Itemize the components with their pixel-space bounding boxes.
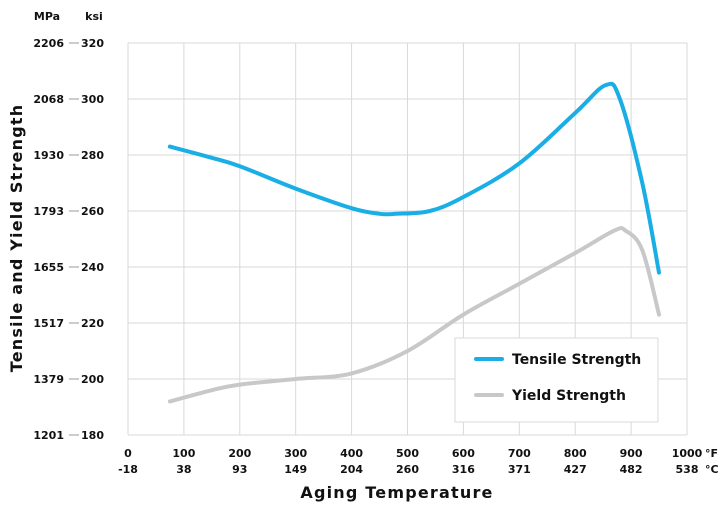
y-tick-label-ksi: 200 xyxy=(81,373,104,386)
x-axis-ticks: 0 -18 100 38 200 93 300 149 400 204 500 260 600 316 70… xyxy=(118,447,703,476)
x-tick-label-c: 38 xyxy=(176,463,191,476)
y-axis-ticks: 180 1201 200 1379 220 1517 240 1655 260 1793 280 19… xyxy=(33,37,104,442)
y-unit-secondary: MPa xyxy=(34,10,60,23)
y-tick-label-mpa: 1793 xyxy=(33,205,64,218)
y-tick-label-ksi: 280 xyxy=(81,149,104,162)
y-tick-label-ksi: 240 xyxy=(81,261,104,274)
x-tick-label-f: 400 xyxy=(340,447,363,460)
x-unit-secondary: °C xyxy=(705,463,719,476)
x-tick-label-f: 100 xyxy=(172,447,195,460)
y-tick-label-ksi: 220 xyxy=(81,317,104,330)
x-tick-label-f: 600 xyxy=(452,447,475,460)
y-tick-label-ksi: 260 xyxy=(81,205,104,218)
x-tick-label-c: 149 xyxy=(284,463,307,476)
x-tick-label-f: 1000 xyxy=(672,447,703,460)
x-tick-label-f: 200 xyxy=(228,447,251,460)
legend-label-tensile: Tensile Strength xyxy=(512,352,641,368)
x-axis-title: Aging Temperature xyxy=(300,483,493,502)
y-tick-label-ksi: 320 xyxy=(81,37,104,50)
x-tick-label-f: 300 xyxy=(284,447,307,460)
grid xyxy=(127,42,688,436)
y-axis-title: Tensile and Yield Strength xyxy=(7,104,26,373)
legend: Tensile Strength Yield Strength xyxy=(454,337,659,423)
x-tick-label-c: 316 xyxy=(452,463,475,476)
series-line-tensile-strength xyxy=(167,81,661,275)
x-tick-label-c: 427 xyxy=(564,463,587,476)
legend-label-yield: Yield Strength xyxy=(511,388,626,404)
legend-box xyxy=(454,337,659,423)
series-line-yield-strength xyxy=(167,225,661,404)
y-tick-label-ksi: 180 xyxy=(81,429,104,442)
x-tick-label-c: 538 xyxy=(676,463,699,476)
y-tick-label-mpa: 2206 xyxy=(33,37,64,50)
x-tick-label-f: 900 xyxy=(620,447,643,460)
x-tick-label-f: 0 xyxy=(124,447,132,460)
y-tick-label-mpa: 1930 xyxy=(33,149,64,162)
x-tick-label-c: 260 xyxy=(396,463,419,476)
x-tick-label-c: 371 xyxy=(508,463,531,476)
y-tick-label-mpa: 2068 xyxy=(33,93,64,106)
x-tick-label-c: 204 xyxy=(340,463,363,476)
y-tick-label-mpa: 1517 xyxy=(33,317,64,330)
x-tick-label-c: 93 xyxy=(232,463,247,476)
y-tick-label-ksi: 300 xyxy=(81,93,104,106)
y-tick-label-mpa: 1379 xyxy=(33,373,64,386)
x-tick-label-c: 482 xyxy=(620,463,643,476)
series-lines xyxy=(167,81,661,404)
x-tick-label-f: 500 xyxy=(396,447,419,460)
x-tick-label-f: 800 xyxy=(564,447,587,460)
y-unit-primary: ksi xyxy=(85,10,103,23)
x-unit-primary: °F xyxy=(705,447,718,460)
x-tick-label-c: -18 xyxy=(118,463,138,476)
y-tick-label-mpa: 1655 xyxy=(33,261,64,274)
x-tick-label-f: 700 xyxy=(508,447,531,460)
y-tick-label-mpa: 1201 xyxy=(33,429,64,442)
